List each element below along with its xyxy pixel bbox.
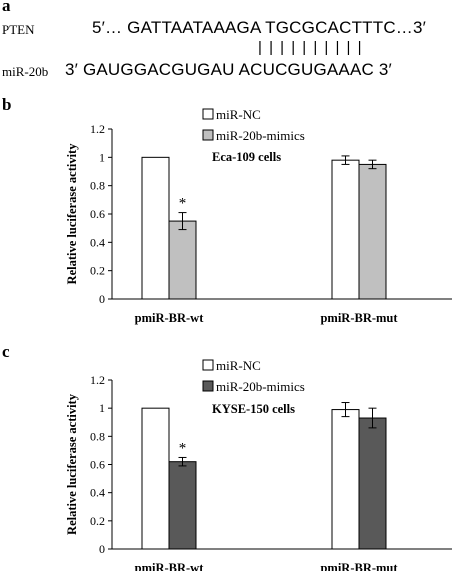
legend-label: miR-NC [216,358,261,373]
y-axis-label: Relative luciferase activity [65,143,79,285]
bar-pmiR-BR-mut-miR-20b-mimics [358,163,387,300]
y-tick-label: 1.2 [90,373,105,387]
bar-pmiR-BR-mut-miR-NC [331,409,360,550]
y-tick-label: 0.4 [90,486,105,500]
y-tick-label: 0 [99,292,105,306]
y-tick-label: 0.6 [90,458,105,472]
bar-pmiR-BR-wt-miR-20b-mimics [168,220,197,300]
legend-swatch [202,359,214,371]
y-tick-label: 0.8 [90,429,105,443]
legend-swatch [202,129,214,141]
panel-a-letter: a [2,0,11,15]
pten-label: PTEN [2,22,35,37]
legend-label: miR-NC [216,107,261,122]
cell-line-label: Eca-109 cells [212,150,281,164]
y-tick-label: 0.2 [90,514,105,528]
legend-label: miR-20b-mimics [216,128,305,143]
base-pairing-lines: | | | | | | | | | | [258,39,363,56]
y-tick-label: 0 [99,542,105,556]
y-tick-label: 0.2 [90,264,105,278]
cell-line-label: KYSE-150 cells [212,402,295,416]
panel-c-letter: c [2,342,10,361]
y-tick-label: 1 [99,150,105,164]
pten-sequence: 5′… GATTAATAAAGA TGCGCACTTTC…3′ [92,18,427,37]
y-tick-label: 1 [99,401,105,415]
panel-b-letter: b [2,95,11,114]
chart-c: c 0 0.2 0.4 0.6 0.8 1 1.2 Relative luciferase ac… [2,342,452,571]
y-tick-label: 1.2 [90,122,105,136]
legend-swatch [202,108,214,120]
significance-star: * [179,196,187,212]
category-label: pmiR-BR-wt [135,561,205,571]
mir-20b-sequence: 3′ GAUGGACGUGAU ACUCGUGAAAC 3′ [65,60,392,79]
bar-pmiR-BR-wt-miR-NC [141,407,170,550]
y-tick-label: 0.8 [90,179,105,193]
bar-pmiR-BR-wt-miR-NC [141,156,170,300]
y-tick-label: 0.4 [90,235,105,249]
bar-pmiR-BR-mut-miR-20b-mimics [358,417,387,550]
y-tick-label: 0.6 [90,207,105,221]
chart-b: b 0 0.2 0.4 0.6 0.8 1 1.2 Relative luciferase ac… [2,95,452,325]
category-label: pmiR-BR-mut [320,311,398,325]
bar-pmiR-BR-wt-miR-20b-mimics [168,461,197,550]
bar-pmiR-BR-mut-miR-NC [331,159,360,300]
mir-20b-label: miR-20b [2,64,49,79]
legend-label: miR-20b-mimics [216,379,305,394]
category-label: pmiR-BR-wt [135,311,205,325]
category-label: pmiR-BR-mut [320,561,398,571]
legend-swatch [202,380,214,392]
significance-star: * [179,440,187,456]
y-axis-label: Relative luciferase activity [65,393,79,535]
